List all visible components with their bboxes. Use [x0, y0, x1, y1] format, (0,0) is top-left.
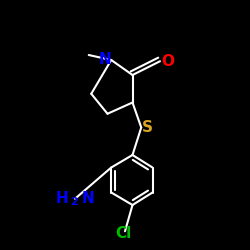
- Text: 2: 2: [70, 197, 78, 207]
- Text: S: S: [142, 120, 153, 135]
- Text: H: H: [56, 191, 69, 206]
- Text: O: O: [161, 54, 174, 69]
- Text: N: N: [81, 191, 94, 206]
- Text: N: N: [98, 52, 112, 68]
- Text: Cl: Cl: [116, 226, 132, 241]
